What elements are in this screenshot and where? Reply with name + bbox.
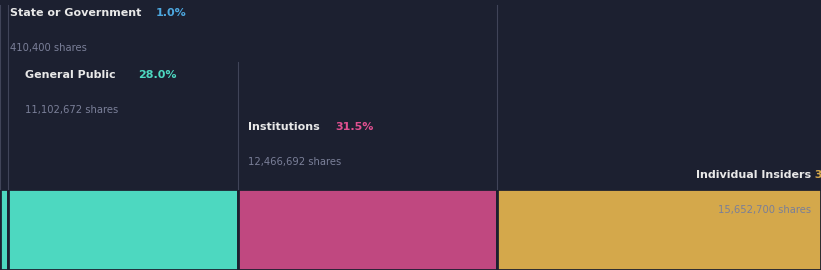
Bar (238, 189, 497, 270)
Bar (497, 189, 821, 270)
Text: Institutions: Institutions (248, 122, 319, 131)
Text: 1.0%: 1.0% (156, 8, 186, 18)
Text: 410,400 shares: 410,400 shares (10, 43, 87, 53)
Text: 28.0%: 28.0% (138, 70, 177, 80)
Text: 39.5%: 39.5% (811, 170, 821, 180)
Text: General Public: General Public (25, 70, 115, 80)
Bar (0, 189, 8, 270)
Text: 12,466,692 shares: 12,466,692 shares (248, 157, 342, 167)
Text: 31.5%: 31.5% (336, 122, 374, 131)
Text: State or Government: State or Government (10, 8, 141, 18)
Text: 15,652,700 shares: 15,652,700 shares (718, 205, 811, 215)
Bar (8, 189, 238, 270)
Text: 11,102,672 shares: 11,102,672 shares (25, 105, 118, 115)
Text: Individual Insiders: Individual Insiders (696, 170, 811, 180)
